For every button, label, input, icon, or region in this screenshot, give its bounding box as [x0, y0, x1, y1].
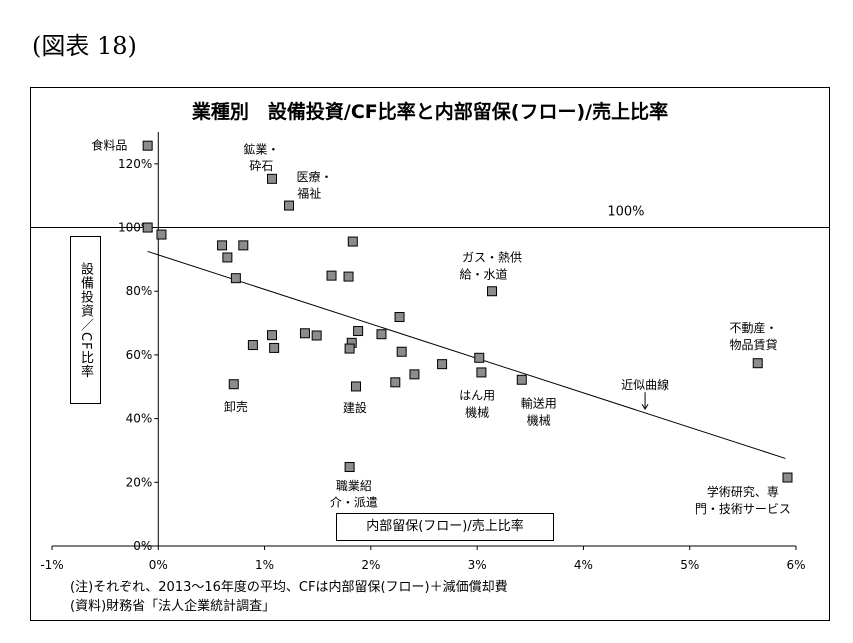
x-tick-label: 0%	[149, 558, 168, 572]
reference-line-label: 100%	[607, 205, 644, 220]
chart-frame	[30, 87, 830, 621]
data-point	[238, 240, 249, 251]
data-point	[437, 359, 448, 370]
data-point	[142, 222, 153, 233]
x-tick-label: 3%	[468, 558, 487, 572]
y-tick-label: 0%	[133, 539, 152, 553]
data-point	[474, 352, 485, 363]
y-tick-label: 60%	[126, 348, 153, 362]
data-point	[347, 236, 358, 247]
x-axis-label: 内部留保(フロー)/売上比率	[336, 513, 554, 541]
y-tick-label: 120%	[118, 157, 152, 171]
data-point	[376, 329, 387, 340]
point-label: ガス・熱供	[462, 250, 522, 264]
point-label: 鉱業・	[243, 142, 279, 157]
data-point	[752, 358, 763, 369]
data-point	[782, 472, 793, 483]
point-label: 卸売	[224, 399, 248, 414]
data-point	[353, 326, 364, 337]
point-label: 給・水道	[460, 267, 508, 281]
data-point	[476, 367, 487, 378]
data-point	[299, 328, 310, 339]
point-label: 機械	[527, 413, 551, 428]
trendline-arrowhead	[641, 404, 649, 411]
data-point	[516, 374, 527, 385]
notes: (注)それぞれ、2013～16年度の平均、CFは内部留保(フロー)＋減価償却費 …	[70, 578, 508, 616]
point-label: 近似曲線	[621, 377, 669, 392]
data-point	[284, 200, 295, 211]
point-label: 職業紹	[336, 479, 372, 493]
data-point	[267, 330, 278, 341]
data-point	[326, 270, 337, 281]
data-point	[230, 273, 241, 284]
data-point	[487, 286, 498, 297]
point-label: はん用	[459, 389, 495, 403]
data-point	[217, 240, 228, 251]
x-tick-label: 5%	[680, 558, 699, 572]
point-label: 介・派遣	[330, 495, 378, 510]
data-point	[228, 379, 239, 390]
trendline-group	[147, 250, 786, 459]
data-point	[394, 312, 405, 323]
reference-line-group: 100%	[31, 205, 829, 229]
data-point	[222, 252, 233, 263]
point-label: 不動産・	[729, 320, 777, 335]
data-point	[343, 271, 354, 282]
data-point	[311, 330, 322, 341]
point-label: 輸送用	[521, 396, 557, 411]
data-point	[409, 369, 420, 380]
y-tick-label: 80%	[126, 284, 153, 298]
point-label: 門・技術サービス	[695, 502, 791, 516]
data-point	[344, 343, 355, 354]
data-point	[350, 381, 361, 392]
data-point	[390, 377, 401, 388]
x-tick-label: -1%	[40, 558, 63, 572]
x-tick-label: 6%	[786, 558, 805, 572]
y-tick-label: 40%	[126, 412, 153, 426]
point-label: 物品賃貸	[729, 337, 777, 352]
note-line: (注)それぞれ、2013～16年度の平均、CFは内部留保(フロー)＋減価償却費	[70, 580, 508, 595]
trendline	[147, 250, 786, 459]
point-label: 福祉	[297, 185, 321, 200]
data-point	[247, 340, 258, 351]
point-label: 学術研究、専	[707, 484, 779, 499]
y-axis-label: 設備投資／CF比率	[70, 236, 101, 404]
data-point	[267, 173, 278, 184]
source-line: (資料)財務省「法人企業統計調査」	[70, 599, 276, 614]
chart-title: 業種別 設備投資/CF比率と内部留保(フロー)/売上比率	[191, 100, 668, 123]
point-label: 砕石	[249, 158, 273, 173]
point-label: 建設	[343, 400, 367, 415]
data-points	[142, 140, 793, 483]
x-tick-label: 1%	[255, 558, 274, 572]
axes: -1% 0% 1% 2% 3% 4% 5% 6% 0% 20% 40% 60% 80% 100% 120%	[40, 132, 806, 572]
y-tick-label: 20%	[126, 475, 153, 489]
point-label: 機械	[465, 405, 489, 420]
x-tick-label: 4%	[574, 558, 593, 572]
data-point	[142, 140, 153, 151]
data-point	[156, 229, 167, 240]
data-point	[344, 462, 355, 473]
data-point	[269, 342, 280, 353]
x-tick-label: 2%	[361, 558, 380, 572]
point-label: 医療・	[297, 170, 333, 184]
point-label: 食料品	[91, 138, 127, 153]
data-point	[396, 346, 407, 357]
figure-label: (図表 18)	[32, 32, 137, 60]
